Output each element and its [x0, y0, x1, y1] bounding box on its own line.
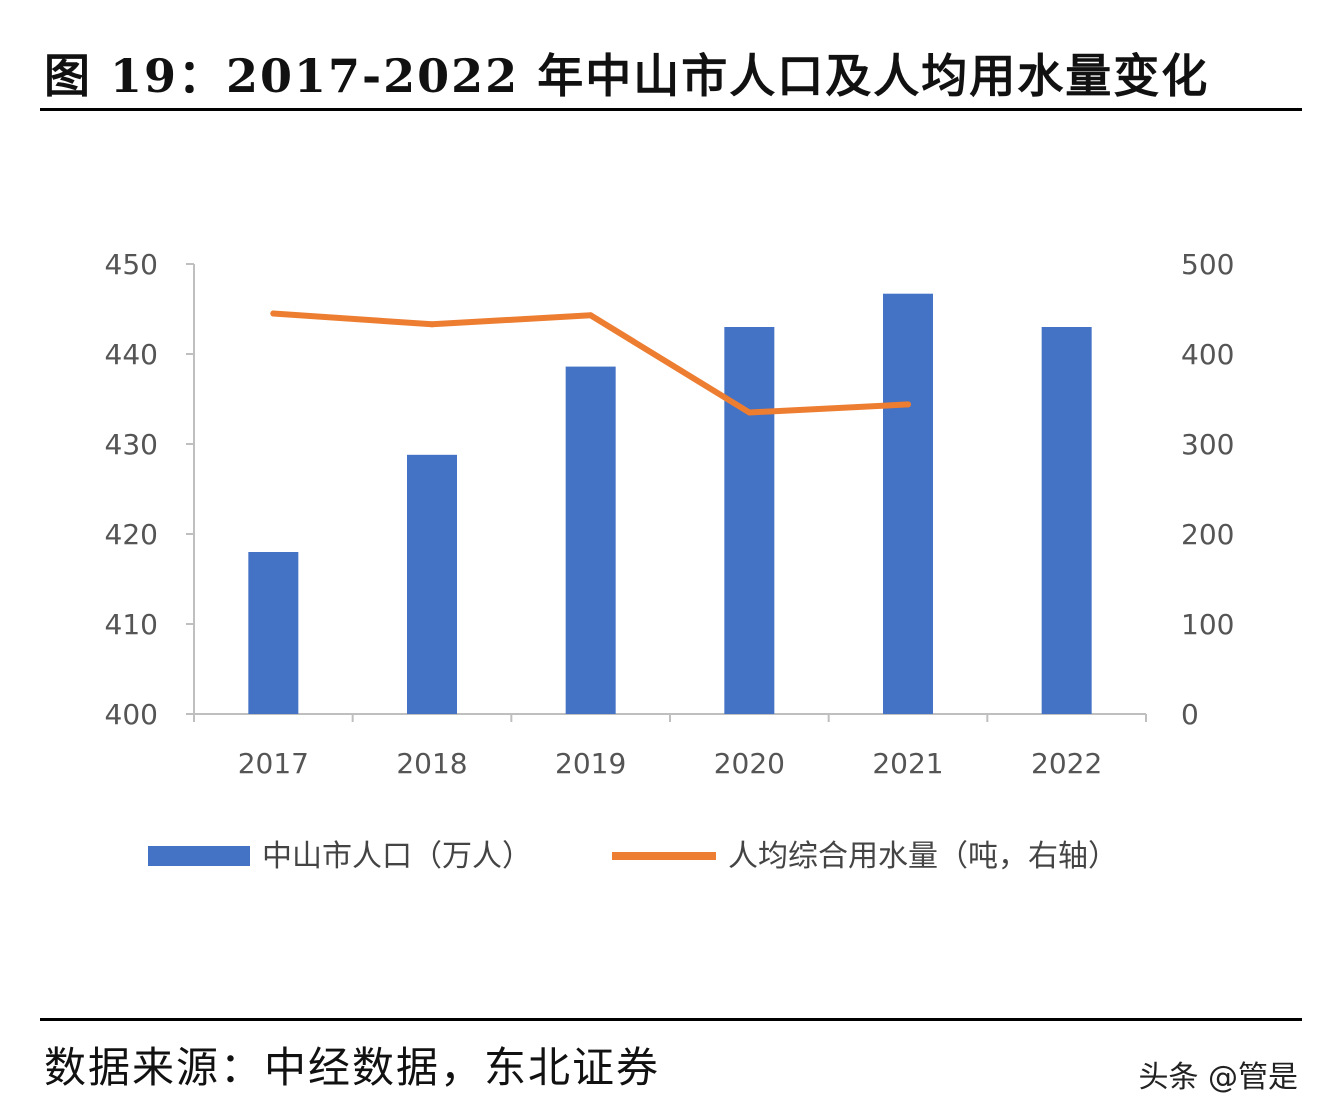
bar-2019 — [565, 366, 616, 714]
x-tick-label-2018: 2018 — [396, 747, 467, 780]
right-tick-label-1: 100 — [1181, 608, 1234, 641]
right-tick-label-4: 400 — [1181, 338, 1234, 371]
line-point-2019 — [587, 312, 594, 319]
left-tick-label-1: 410 — [105, 608, 158, 641]
left-tick-label-0: 400 — [105, 698, 158, 731]
figure-title: 图 19：2017-2022 年中山市人口及人均用水量变化 — [44, 49, 1210, 103]
line-point-2021 — [905, 401, 911, 408]
bar-2018 — [407, 454, 457, 714]
right-tick-label-3: 300 — [1181, 428, 1234, 461]
chart: 400 410 420 430 440 450 0 100 200 300 400 500 2017 20… — [105, 248, 1235, 874]
line-series — [270, 310, 911, 416]
x-tick-label-2017: 2017 — [238, 747, 309, 780]
line-point-2018 — [429, 321, 435, 328]
left-tick-label-4: 440 — [105, 338, 158, 371]
legend-label-water: 人均综合用水量（吨，右轴） — [728, 839, 1118, 874]
line-point-2020 — [746, 409, 753, 416]
left-tick-label-5: 450 — [105, 248, 158, 281]
legend-swatch-population — [148, 846, 250, 866]
x-tick-label-2020: 2020 — [714, 747, 785, 780]
bar-2020 — [724, 327, 775, 714]
watermark: 头条 @管是 — [1138, 1060, 1298, 1095]
left-tick-label-2: 420 — [105, 518, 158, 551]
legend: 中山市人口（万人） 人均综合用水量（吨，右轴） — [148, 839, 1118, 874]
legend-label-population: 中山市人口（万人） — [262, 839, 532, 874]
right-tick-label-5: 500 — [1181, 248, 1234, 281]
bar-2022 — [1041, 327, 1092, 714]
title-rule — [40, 108, 1302, 111]
tick-labels: 400 410 420 430 440 450 0 100 200 300 400 500 2017 20… — [105, 248, 1235, 780]
x-tick-label-2019: 2019 — [555, 747, 626, 780]
line-point-2017 — [270, 310, 277, 317]
bar-2017 — [248, 552, 299, 714]
left-tick-label-3: 430 — [105, 428, 158, 461]
source-note: 数据来源：中经数据，东北证券 — [44, 1043, 661, 1092]
source-rule — [40, 1018, 1302, 1021]
bar-series — [248, 293, 1092, 714]
right-tick-label-2: 200 — [1181, 518, 1234, 551]
axes — [186, 263, 1147, 722]
x-tick-label-2021: 2021 — [872, 747, 943, 780]
bar-2021 — [883, 293, 933, 714]
right-tick-label-0: 0 — [1181, 698, 1199, 731]
x-tick-label-2022: 2022 — [1031, 747, 1102, 780]
